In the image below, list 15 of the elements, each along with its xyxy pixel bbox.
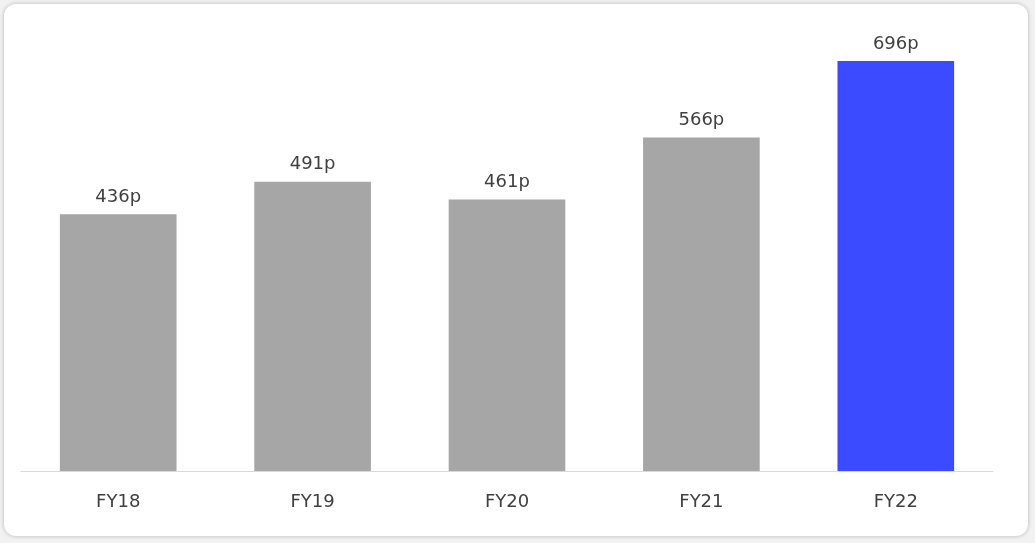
data-label: 436p [95,184,142,206]
bar [59,214,177,471]
x-tick-label: FY18 [96,489,141,511]
bar [837,61,955,471]
data-label: 491p [289,152,336,174]
x-tick-label: FY19 [290,489,335,511]
data-label: 566p [678,108,725,130]
bar [643,137,760,471]
x-tick-label: FY22 [873,489,918,511]
bar [448,199,566,471]
x-tick-label: FY21 [679,489,724,511]
x-tick-label: FY20 [484,489,530,511]
data-label: 461p [484,169,530,191]
bar [254,181,371,471]
data-label: 696p [872,31,919,53]
